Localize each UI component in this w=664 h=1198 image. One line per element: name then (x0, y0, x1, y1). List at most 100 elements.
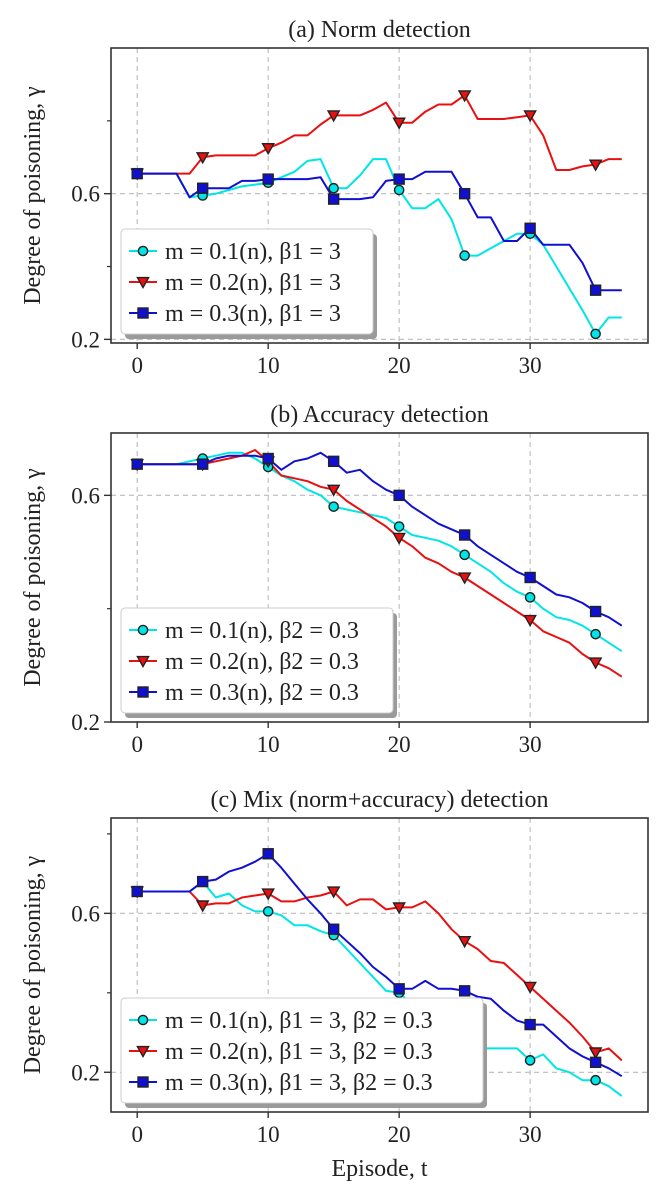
x-tick-label: 0 (131, 732, 143, 757)
legend-entry: m = 0.1(n), β1 = 3, β2 = 0.3 (165, 1008, 433, 1034)
x-tick-label: 0 (131, 353, 143, 378)
chart-panel-2: (b) Accuracy detection 0 10 20 30 0.6 0.2 Degre… (20, 402, 649, 757)
legend-marker (137, 307, 149, 319)
legend-entry: m = 0.3(n), β2 = 0.3 (165, 680, 359, 706)
data-point (392, 902, 406, 915)
data-point (589, 605, 602, 618)
legend-box (120, 997, 484, 1104)
data-point (262, 452, 274, 465)
data-point (261, 143, 275, 156)
x-tick-label: 10 (257, 353, 280, 378)
series-line-3 (137, 852, 623, 1078)
legend: m = 0.1(n), β2 = 0.3 m = 0.2(n), β2 = 0.3… (120, 607, 397, 718)
x-axis-label: Episode, t (332, 1156, 428, 1182)
data-point (457, 90, 472, 103)
data-point (588, 1047, 603, 1060)
x-tick-label: 20 (388, 353, 411, 378)
legend-entry: m = 0.3(n), β1 = 3 (165, 301, 341, 327)
data-point (327, 923, 340, 935)
data-point (392, 532, 406, 545)
legend-marker (137, 245, 149, 257)
y-tick-label: 0.2 (71, 710, 100, 735)
data-point (326, 484, 341, 497)
chart-panel-3: (c) Mix (norm+accuracy) detection 0 10 20 30… (20, 787, 649, 1182)
data-point (523, 614, 537, 628)
legend-marker (137, 686, 149, 698)
series-line-1 (137, 880, 623, 1097)
data-point (326, 886, 341, 899)
legend-entry: m = 0.1(n), β1 = 3 (165, 239, 341, 265)
data-point (328, 501, 339, 512)
y-axis-label: Degree of poisoning, γ (20, 86, 46, 305)
legend: m = 0.1(n), β1 = 3 m = 0.2(n), β1 = 3 m = … (120, 228, 377, 339)
data-point (458, 529, 471, 541)
data-point (393, 521, 405, 532)
legend-marker (136, 655, 150, 669)
data-point (195, 152, 210, 165)
x-tick-label: 0 (131, 1122, 143, 1147)
data-point (393, 184, 405, 196)
data-point (524, 222, 536, 234)
data-point (262, 848, 274, 860)
data-point (590, 628, 601, 640)
x-tick-label: 30 (519, 732, 542, 757)
data-point (131, 885, 143, 898)
data-point (196, 458, 209, 470)
chart-title: (a) Norm detection (288, 17, 471, 43)
data-point (326, 110, 341, 123)
data-point (523, 981, 537, 994)
x-tick-label: 10 (257, 732, 280, 757)
legend-marker (137, 1076, 149, 1088)
data-point (523, 110, 537, 123)
chart-title: (c) Mix (norm+accuracy) detection (210, 787, 548, 813)
plot-frame (110, 817, 649, 1113)
legend-box (120, 228, 374, 335)
data-point (459, 250, 470, 261)
chart-panel-1: (a) Norm detection 0 10 20 30 0.6 0.2 Degree of… (20, 17, 649, 378)
legend-marker (136, 276, 150, 290)
y-tick-label: 0.6 (71, 483, 100, 508)
plot-frame (110, 432, 649, 723)
series-line-2 (137, 449, 623, 678)
y-tick-label: 0.6 (71, 182, 100, 207)
data-point (590, 1074, 601, 1086)
data-point (392, 117, 406, 130)
data-point (524, 1055, 536, 1066)
legend-entry: m = 0.2(n), β1 = 3, β2 = 0.3 (165, 1039, 433, 1065)
data-point (589, 284, 602, 296)
data-point (196, 182, 209, 194)
data-point (458, 187, 471, 200)
y-axis-label: Degree of poisoning, γ (20, 468, 46, 687)
data-point (588, 159, 603, 172)
chart-title: (b) Accuracy detection (270, 402, 489, 428)
data-point (131, 167, 143, 180)
data-point (261, 888, 275, 901)
data-point (196, 875, 209, 888)
data-point (590, 328, 601, 340)
legend-marker (137, 624, 149, 636)
x-tick-label: 30 (519, 1122, 542, 1147)
legend-marker (136, 1045, 150, 1059)
data-point (457, 936, 472, 949)
data-point (262, 906, 274, 917)
y-tick-label: 0.6 (71, 901, 100, 926)
data-point (393, 983, 405, 995)
series-line-2 (137, 890, 623, 1062)
legend-entry: m = 0.2(n), β1 = 3 (165, 270, 341, 296)
plot-frame (110, 47, 649, 344)
data-point (393, 489, 405, 502)
series-line-3 (137, 451, 623, 627)
legend-box (120, 607, 394, 714)
data-point (393, 173, 405, 185)
data-point (327, 193, 340, 205)
legend-marker (137, 1014, 149, 1026)
data-point (131, 458, 143, 470)
x-tick-label: 20 (388, 1122, 411, 1147)
legend-entry: m = 0.2(n), β2 = 0.3 (165, 649, 359, 675)
series-line-2 (137, 94, 622, 175)
x-tick-label: 20 (388, 732, 411, 757)
x-tick-label: 30 (519, 353, 542, 378)
data-point (459, 549, 470, 561)
data-point (589, 1056, 602, 1069)
